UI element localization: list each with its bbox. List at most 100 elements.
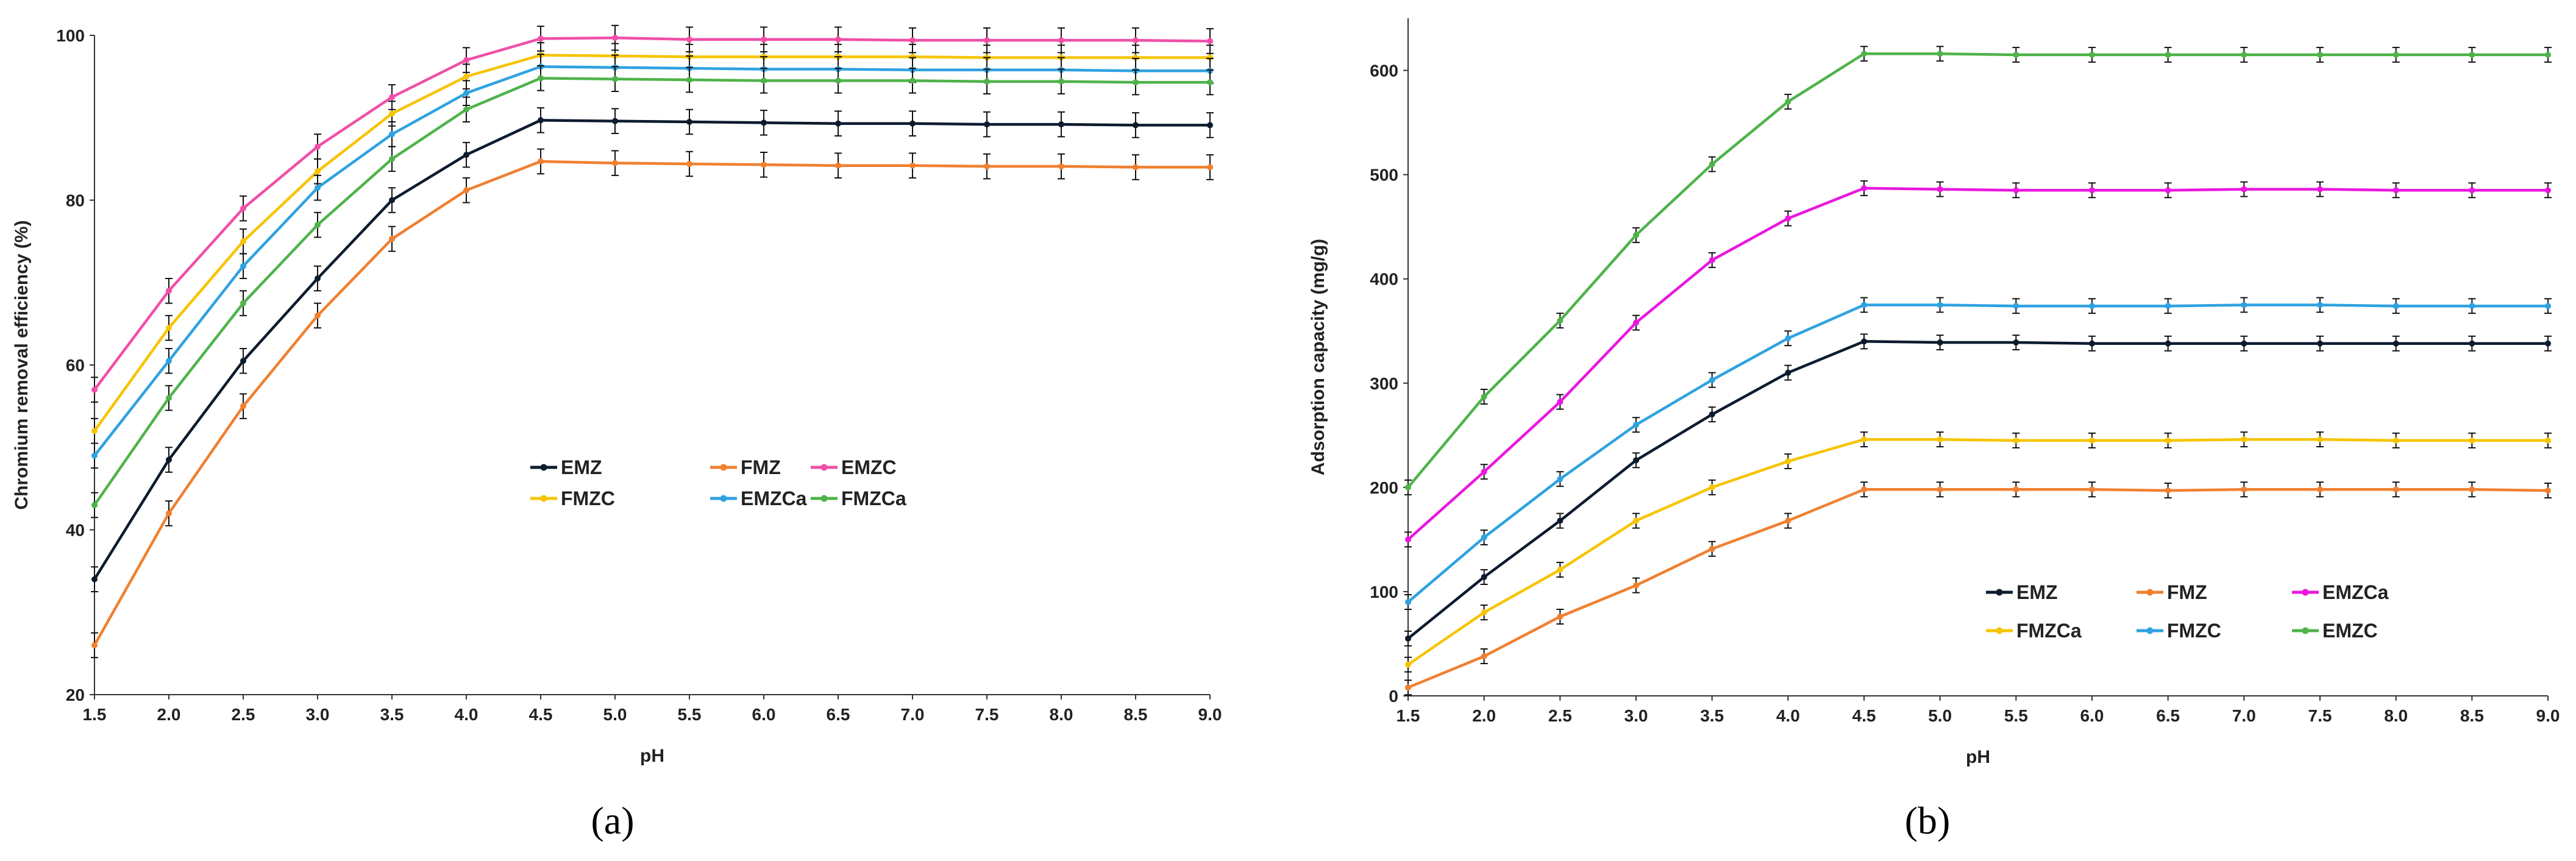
data-point-EMZCa (2393, 187, 2399, 194)
data-point-EMZ (761, 119, 767, 126)
data-point-EMZCa (2013, 187, 2019, 194)
data-point-FMZ (2241, 486, 2247, 493)
data-point-EMZC (1557, 317, 1564, 324)
data-point-EMZC (1785, 98, 1791, 105)
data-point-EMZCa (1861, 185, 1867, 191)
data-point-EMZ (2469, 340, 2475, 347)
data-point-EMZCa (389, 131, 395, 138)
data-point-EMZ (1709, 411, 1715, 418)
data-point-EMZCa (1709, 257, 1715, 263)
data-point-EMZC (1937, 51, 1943, 57)
data-point-FMZCa (612, 76, 618, 82)
data-point-FMZC (91, 428, 98, 434)
data-point-FMZCa (2241, 436, 2247, 443)
data-point-FMZCa (909, 77, 916, 84)
data-point-FMZCa (1937, 436, 1943, 443)
x-tick-label-a: 1.5 (83, 705, 107, 724)
data-point-EMZ (1937, 339, 1943, 346)
data-point-FMZCa (91, 501, 98, 508)
legend-a: EMZ FMZ EMZC FMZC EMZCa FMZCa (530, 456, 906, 509)
chart-panel-a: 1.5 2.0 2.5 3.0 3.5 4.0 4.5 5.0 5.5 6.0 6.5 7.0 7.5 8… (12, 24, 1222, 842)
data-point-FMZCa (1633, 517, 1639, 524)
data-point-EMZ (1133, 122, 1139, 129)
y-axis-title-a: Chromium removal efficiency (%) (12, 220, 32, 509)
data-point-FMZCa (2469, 437, 2475, 444)
data-point-EMZC (240, 205, 246, 212)
data-point-FMZCa (2545, 437, 2551, 444)
data-point-EMZ (2165, 340, 2171, 347)
x-tick-label-b: 5.5 (2004, 706, 2028, 725)
data-point-FMZCa (1133, 79, 1139, 86)
data-point-FMZCa (984, 78, 990, 85)
data-point-EMZCa (240, 263, 246, 269)
data-point-EMZC (463, 57, 469, 63)
chart-panel-b: 1.5 2.0 2.5 3.0 3.5 4.0 4.5 5.0 5.5 6.0 6.5 7.0 7.5 8… (1308, 18, 2560, 842)
y-tick-label-b: 600 (1370, 62, 1398, 80)
legend-marker-EMZC (2302, 627, 2309, 634)
legend-label-EMZCa: EMZCa (2322, 581, 2389, 603)
legend-label-EMZ: EMZ (2016, 581, 2058, 603)
x-tick-label-b: 6.5 (2156, 706, 2180, 725)
data-point-EMZC (1633, 232, 1639, 238)
x-tick-label-a: 8.0 (1050, 705, 1073, 724)
y-tick-label-b: 400 (1370, 270, 1398, 289)
legend-label-EMZ: EMZ (561, 456, 602, 478)
data-point-FMZCa (1481, 609, 1487, 616)
data-point-FMZC (1557, 476, 1564, 483)
data-point-FMZC (1207, 54, 1213, 61)
data-point-EMZC (1709, 161, 1715, 168)
x-tick-label-b: 3.5 (1700, 706, 1724, 725)
data-point-FMZ (1405, 684, 1411, 691)
data-point-EMZ (2013, 339, 2019, 346)
data-point-EMZC (166, 288, 172, 294)
data-point-EMZC (1133, 37, 1139, 44)
data-point-EMZ (1633, 457, 1639, 464)
data-point-FMZCa (1405, 661, 1411, 668)
data-point-FMZCa (2317, 436, 2323, 443)
data-point-FMZC (2317, 302, 2323, 308)
data-point-EMZ (538, 117, 544, 124)
data-point-FMZ (240, 403, 246, 409)
x-tick-label-a: 6.5 (827, 705, 850, 724)
data-point-FMZ (2165, 487, 2171, 494)
data-point-EMZCa (2317, 186, 2323, 193)
data-point-FMZC (1633, 422, 1639, 428)
series-line-EMZC (93, 36, 1211, 391)
data-point-EMZCa (1633, 319, 1639, 326)
data-point-EMZ (1861, 338, 1867, 345)
data-point-FMZCa (389, 155, 395, 162)
y-tick-label-b: 500 (1370, 166, 1398, 185)
data-point-FMZC (166, 325, 172, 331)
x-tick-label-a: 2.0 (157, 705, 181, 724)
x-axis-title-b: pH (1966, 747, 1990, 767)
data-point-FMZCa (1058, 78, 1064, 85)
series-line-FMZC (93, 54, 1210, 432)
data-point-FMZC (1709, 377, 1715, 383)
data-point-FMZ (1709, 545, 1715, 552)
y-tick-label-a: 20 (66, 686, 85, 704)
data-point-FMZC (1133, 54, 1139, 61)
data-point-EMZC (909, 37, 916, 44)
legend-marker-FMZCa (820, 495, 828, 502)
data-point-EMZ (612, 118, 618, 124)
x-tick-label-a: 5.0 (603, 705, 627, 724)
data-point-FMZ (463, 187, 469, 194)
x-axis-title-a: pH (640, 746, 664, 766)
legend-marker-EMZCa (2302, 589, 2309, 596)
data-point-FMZ (835, 162, 841, 169)
legend-label-EMZCa: EMZCa (741, 487, 807, 509)
data-point-FMZC (2089, 303, 2095, 310)
x-tick-label-a: 8.5 (1124, 705, 1148, 724)
panel-label-a: (a) (591, 799, 634, 842)
series-line-EMZ (1407, 340, 2548, 640)
legend-marker-FMZCa (1996, 627, 2003, 634)
data-point-FMZC (2165, 303, 2171, 310)
data-point-EMZC (2013, 51, 2019, 58)
data-point-FMZ (91, 642, 98, 648)
legend-label-FMZCa: FMZCa (2016, 620, 2082, 642)
y-axis-title-b: Adsorption capacity (mg/g) (1308, 239, 1328, 475)
data-point-EMZ (2393, 340, 2399, 347)
data-point-FMZC (1481, 534, 1487, 540)
data-point-EMZCa (91, 452, 98, 459)
